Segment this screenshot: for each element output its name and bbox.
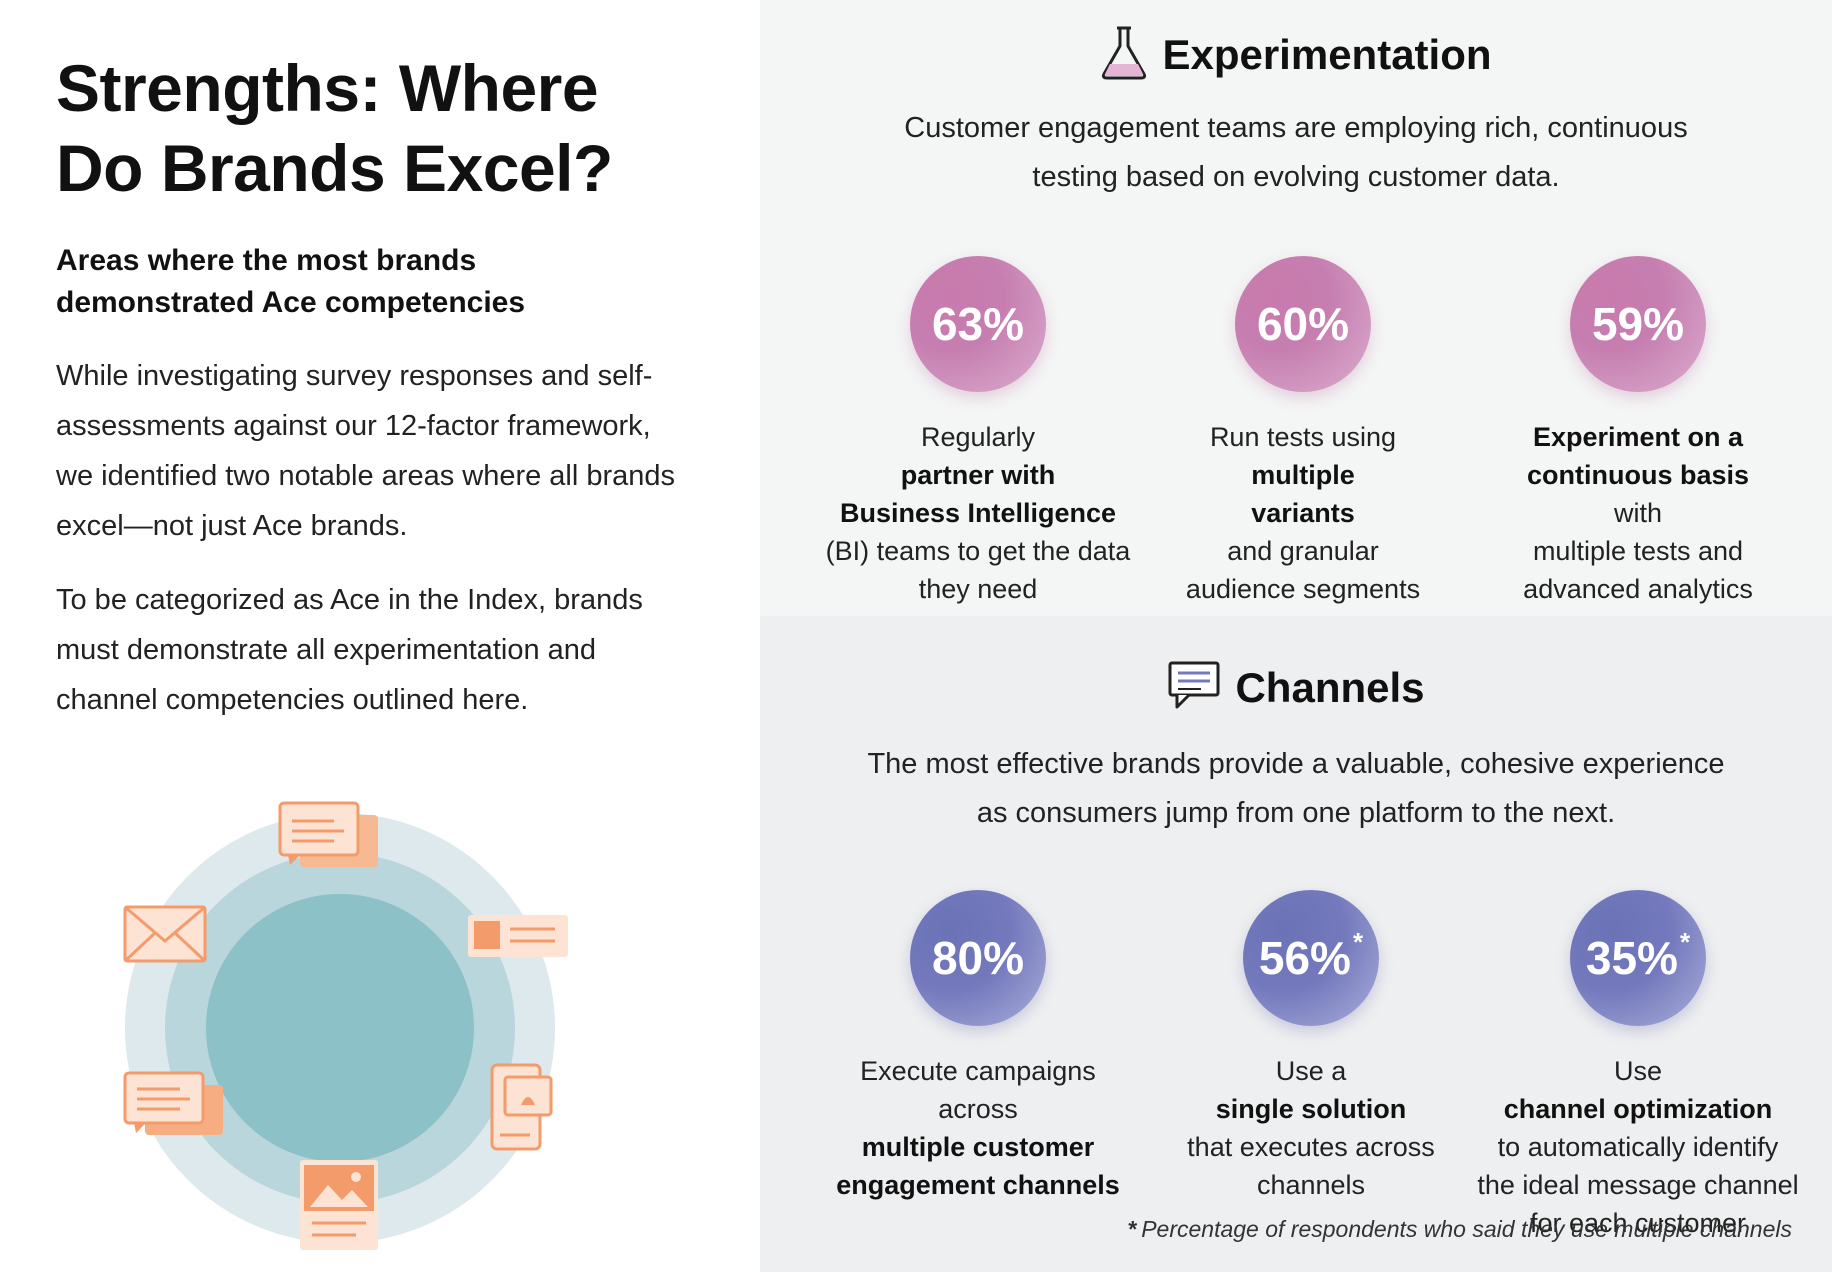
stat-caption: Run tests using multiple variants and gr… bbox=[1185, 422, 1421, 604]
stat-caption: Execute campaigns across multiple custom… bbox=[836, 1056, 1120, 1200]
stat-caption: Use channel optimization to automaticall… bbox=[1477, 1056, 1799, 1238]
message-card-icon bbox=[468, 915, 568, 957]
channels-section: Channels The most effective brands provi… bbox=[760, 616, 1832, 1272]
channels-illustration bbox=[123, 801, 568, 1250]
stat-value: 80% bbox=[931, 932, 1025, 984]
stat-value-circle: 35% * bbox=[1570, 890, 1706, 1026]
stat-value-circle: 60% bbox=[1235, 256, 1371, 392]
footnote-mark: * bbox=[1352, 926, 1364, 957]
paragraph-line: To be categorized as Ace in the Index, b… bbox=[56, 584, 643, 616]
intro-paragraph: While investigating survey responses and… bbox=[56, 351, 706, 551]
stat-value-circle: 59% bbox=[1570, 256, 1706, 392]
description-line: The most effective brands provide a valu… bbox=[867, 748, 1725, 780]
stat-caption: Regularly partner with Business Intellig… bbox=[825, 422, 1131, 604]
stat-value: 60% bbox=[1256, 298, 1350, 350]
stat-value-circle: 56% * bbox=[1243, 890, 1379, 1026]
footnote: * Percentage of respondents who said they… bbox=[1128, 1216, 1792, 1243]
subheading-line: demonstrated Ace competencies bbox=[56, 286, 526, 319]
channels-description: The most effective brands provide a valu… bbox=[840, 740, 1752, 838]
experimentation-header: Experimentation bbox=[760, 24, 1832, 85]
stat-value: 63% bbox=[931, 298, 1025, 350]
chat-icon bbox=[123, 1071, 223, 1135]
inner-circle bbox=[206, 894, 474, 1162]
experimentation-title: Experimentation bbox=[1162, 30, 1492, 78]
paragraph-line: we identified two notable areas where al… bbox=[56, 460, 676, 492]
page-title-line: Strengths: Where bbox=[56, 51, 599, 125]
experimentation-section: Experimentation Customer engagement team… bbox=[760, 0, 1832, 616]
left-column: Strengths: Where Do Brands Excel? Areas … bbox=[0, 0, 760, 1272]
description-line: Customer engagement teams are employing … bbox=[904, 112, 1688, 144]
stat-value: 59% bbox=[1591, 298, 1685, 350]
page-title: Strengths: Where Do Brands Excel? bbox=[56, 48, 716, 208]
paragraph-line: excel—not just Ace brands. bbox=[56, 510, 408, 542]
stat-value-circle: 63% bbox=[910, 256, 1046, 392]
stat-value: 35% bbox=[1585, 932, 1678, 984]
stat-value-circle: 80% bbox=[910, 890, 1046, 1026]
chat-bubble-icon bbox=[1167, 660, 1221, 715]
section-subheading: Areas where the most brands demonstrated… bbox=[56, 240, 696, 324]
envelope-icon bbox=[123, 905, 207, 963]
footnote-mark: * bbox=[1679, 926, 1691, 957]
footnote-text: Percentage of respondents who said they … bbox=[1141, 1216, 1792, 1242]
description-line: as consumers jump from one platform to t… bbox=[976, 797, 1616, 829]
paragraph-line: must demonstrate all experimentation and bbox=[56, 634, 597, 666]
stat-value: 56% bbox=[1258, 932, 1351, 984]
page-title-line: Do Brands Excel? bbox=[56, 131, 613, 205]
criteria-paragraph: To be categorized as Ace in the Index, b… bbox=[56, 575, 706, 725]
mobile-notification-icon bbox=[490, 1063, 553, 1151]
chat-icon bbox=[278, 801, 378, 867]
image-post-icon bbox=[300, 1160, 378, 1250]
channels-title: Channels bbox=[1235, 663, 1425, 711]
channels-header: Channels bbox=[760, 660, 1832, 715]
stat-caption: Use a single solution that executes acro… bbox=[1187, 1056, 1435, 1200]
experimentation-description: Customer engagement teams are employing … bbox=[840, 104, 1752, 202]
paragraph-line: assessments against our 12-factor framew… bbox=[56, 410, 651, 442]
flask-icon bbox=[1100, 24, 1148, 85]
description-line: testing based on evolving customer data. bbox=[1032, 161, 1560, 193]
paragraph-line: While investigating survey responses and… bbox=[56, 360, 653, 392]
stat-caption: Experiment on a continuous basis with mu… bbox=[1523, 422, 1753, 604]
footnote-mark: * bbox=[1128, 1216, 1138, 1242]
paragraph-line: channel competencies outlined here. bbox=[56, 684, 529, 716]
subheading-line: Areas where the most brands bbox=[56, 244, 477, 277]
